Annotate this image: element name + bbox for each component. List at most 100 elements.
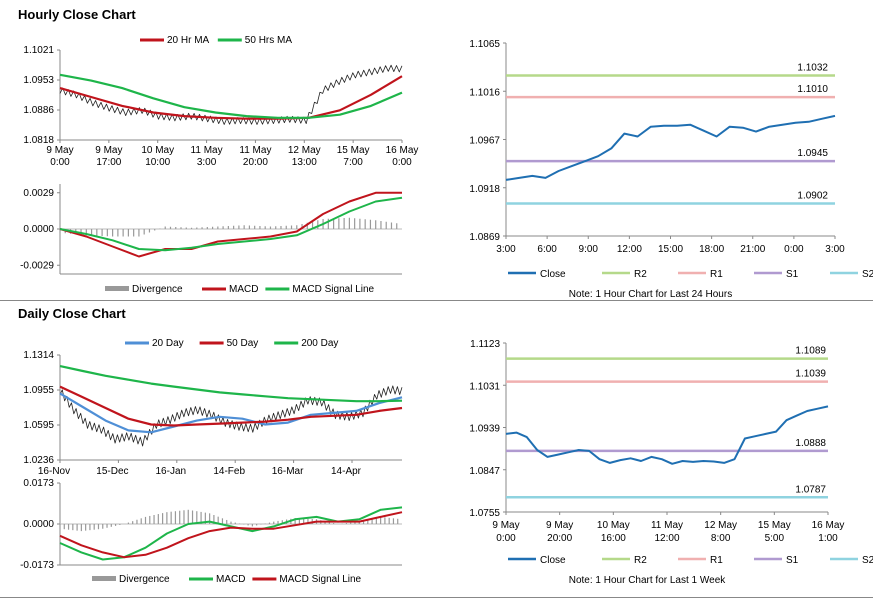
hourly-macd-legend-swatch: [105, 286, 129, 291]
daily-pivot-legend-label: S1: [786, 555, 799, 566]
daily-pivot-level-label: 1.0888: [795, 438, 826, 449]
daily-price-x-tick-label: 14-Apr: [331, 466, 362, 477]
hourly-macd-chart: 0.0029 0.0000 -0.0029 Divergence MACD MACD Si…: [20, 184, 403, 295]
hourly-pivot-y-tick-label: 1.0918: [469, 184, 500, 195]
hourly-pivot-legend-label: R1: [710, 269, 723, 280]
daily-macd-chart: 0.0173 0.0000 -0.0173 Divergence MACD MACD Si…: [20, 478, 403, 585]
daily-price-series-2: [59, 385, 403, 427]
daily-macd-series-2: [59, 511, 403, 559]
daily-pivot-x-tick-label: 5:00: [765, 533, 785, 544]
hourly-price-x-tick-label: 11 May: [239, 145, 271, 156]
hourly-pivot-x-tick-label: 18:00: [699, 244, 724, 255]
daily-pivot-x-tick-label: 9 May: [492, 520, 519, 531]
bottom-divider: [0, 597, 873, 598]
hourly-pivot-x-tick-label: 3:00: [825, 244, 845, 255]
daily-pivot-x-tick-label: 16 May: [812, 520, 845, 531]
daily-macd-y-tick-label: 0.0173: [23, 478, 54, 489]
hourly-price-x-tick-label: 0:00: [50, 157, 70, 168]
hourly-macd-legend-label: Divergence: [132, 284, 183, 295]
hourly-pivot-x-tick-label: 12:00: [617, 244, 642, 255]
daily-price-y-tick-label: 1.1314: [23, 350, 54, 361]
hourly-pivot-y-tick-label: 1.0967: [469, 136, 500, 147]
daily-pivot-legend-label: S2: [862, 555, 873, 566]
hourly-price-y-tick-label: 1.0953: [23, 75, 54, 86]
hourly-price-y-tick-label: 1.0818: [23, 135, 54, 146]
hourly-pivot-legend-label: Close: [540, 269, 566, 280]
daily-macd-legend-label: MACD: [216, 574, 245, 585]
hourly-pivot-level-label: 1.1010: [797, 84, 828, 95]
hourly-pivot-y-tick-label: 1.1016: [469, 87, 500, 98]
hourly-price-x-tick-label: 3:00: [197, 157, 217, 168]
hourly-price-x-tick-label: 10 May: [141, 145, 174, 156]
daily-price-series-3: [59, 365, 403, 403]
daily-macd-y-tick-label: -0.0173: [20, 560, 54, 571]
hourly-pivot-legend-label: S2: [862, 269, 873, 280]
hourly-price-x-tick-label: 13:00: [292, 157, 317, 168]
daily-pivot-x-tick-label: 15 May: [758, 520, 791, 531]
daily-macd-y-tick-label: 0.0000: [23, 519, 54, 530]
daily-pivot-level-label: 1.1039: [795, 369, 826, 380]
hourly-pivot-y-tick-label: 1.0869: [469, 232, 500, 243]
hourly-pivot-level-label: 1.0902: [797, 191, 828, 202]
daily-price-x-tick-label: 14-Feb: [213, 466, 245, 477]
daily-macd-series-1: [59, 506, 403, 561]
hourly-price-x-tick-label: 0:00: [392, 157, 412, 168]
hourly-pivot-x-tick-label: 15:00: [658, 244, 683, 255]
daily-pivot-close-line: [505, 405, 829, 465]
daily-price-series-1: [59, 392, 403, 434]
hourly-section-title: Hourly Close Chart: [18, 7, 136, 22]
hourly-price-x-tick-label: 15 May: [337, 145, 370, 156]
hourly-macd-y-tick-label: -0.0029: [20, 260, 54, 271]
hourly-macd-y-tick-label: 0.0000: [23, 224, 54, 235]
hourly-price-y-tick-label: 1.0886: [23, 105, 54, 116]
daily-pivot-legend-label: R2: [634, 555, 647, 566]
hourly-macd-series-2: [59, 196, 403, 252]
hourly-price-series-2: [59, 73, 403, 119]
hourly-pivot-x-tick-label: 0:00: [784, 244, 804, 255]
daily-pivot-legend-label: Close: [540, 555, 566, 566]
daily-pivot-y-tick-label: 1.1123: [470, 339, 500, 350]
daily-price-legend-label: 200 Day: [301, 338, 338, 349]
hourly-price-x-tick-label: 17:00: [96, 157, 121, 168]
daily-section-title: Daily Close Chart: [18, 306, 126, 321]
hourly-price-x-tick-label: 9 May: [46, 145, 73, 156]
hourly-price-x-tick-label: 10:00: [145, 157, 170, 168]
daily-price-legend-label: 50 Day: [227, 338, 259, 349]
hourly-pivot-legend-label: R2: [634, 269, 647, 280]
hourly-pivot-legend-label: S1: [786, 269, 799, 280]
hourly-price-x-tick-label: 9 May: [95, 145, 122, 156]
hourly-price-legend-label: 50 Hrs MA: [245, 35, 293, 46]
daily-pivot-note: Note: 1 Hour Chart for Last 1 Week: [569, 575, 727, 586]
daily-pivot-x-tick-label: 10 May: [597, 520, 630, 531]
daily-price-x-tick-label: 16-Mar: [272, 466, 304, 477]
section-divider: [0, 300, 873, 301]
daily-pivot-level-label: 1.0787: [795, 484, 826, 495]
daily-price-x-tick-label: 15-Dec: [96, 466, 128, 477]
hourly-pivot-x-tick-label: 3:00: [496, 244, 516, 255]
daily-price-x-tick-label: 16-Jan: [156, 466, 187, 477]
hourly-pivot-note: Note: 1 Hour Chart for Last 24 Hours: [569, 289, 732, 300]
daily-pivot-x-tick-label: 11 May: [651, 520, 683, 531]
daily-price-y-tick-label: 1.0236: [23, 455, 54, 466]
hourly-price-x-tick-label: 11 May: [191, 145, 223, 156]
daily-pivot-x-tick-label: 20:00: [547, 533, 572, 544]
hourly-macd-legend-label: MACD: [229, 284, 258, 295]
daily-pivot-x-tick-label: 12 May: [704, 520, 737, 531]
hourly-pivot-x-tick-label: 9:00: [579, 244, 599, 255]
daily-pivot-y-tick-label: 1.0939: [469, 424, 500, 435]
daily-pivot-y-tick-label: 1.1031: [469, 381, 500, 392]
daily-pivot-x-tick-label: 16:00: [601, 533, 626, 544]
hourly-macd-series-1: [59, 191, 402, 258]
daily-pivot-x-tick-label: 1:00: [818, 533, 838, 544]
hourly-macd-legend-label: MACD Signal Line: [292, 284, 374, 295]
hourly-price-series-1: [59, 75, 403, 120]
daily-pivot-x-tick-label: 9 May: [546, 520, 573, 531]
hourly-macd-y-tick-label: 0.0029: [23, 188, 54, 199]
daily-pivot-y-tick-label: 1.0755: [469, 508, 500, 519]
daily-price-y-tick-label: 1.0595: [23, 420, 54, 431]
hourly-price-x-tick-label: 20:00: [243, 157, 268, 168]
